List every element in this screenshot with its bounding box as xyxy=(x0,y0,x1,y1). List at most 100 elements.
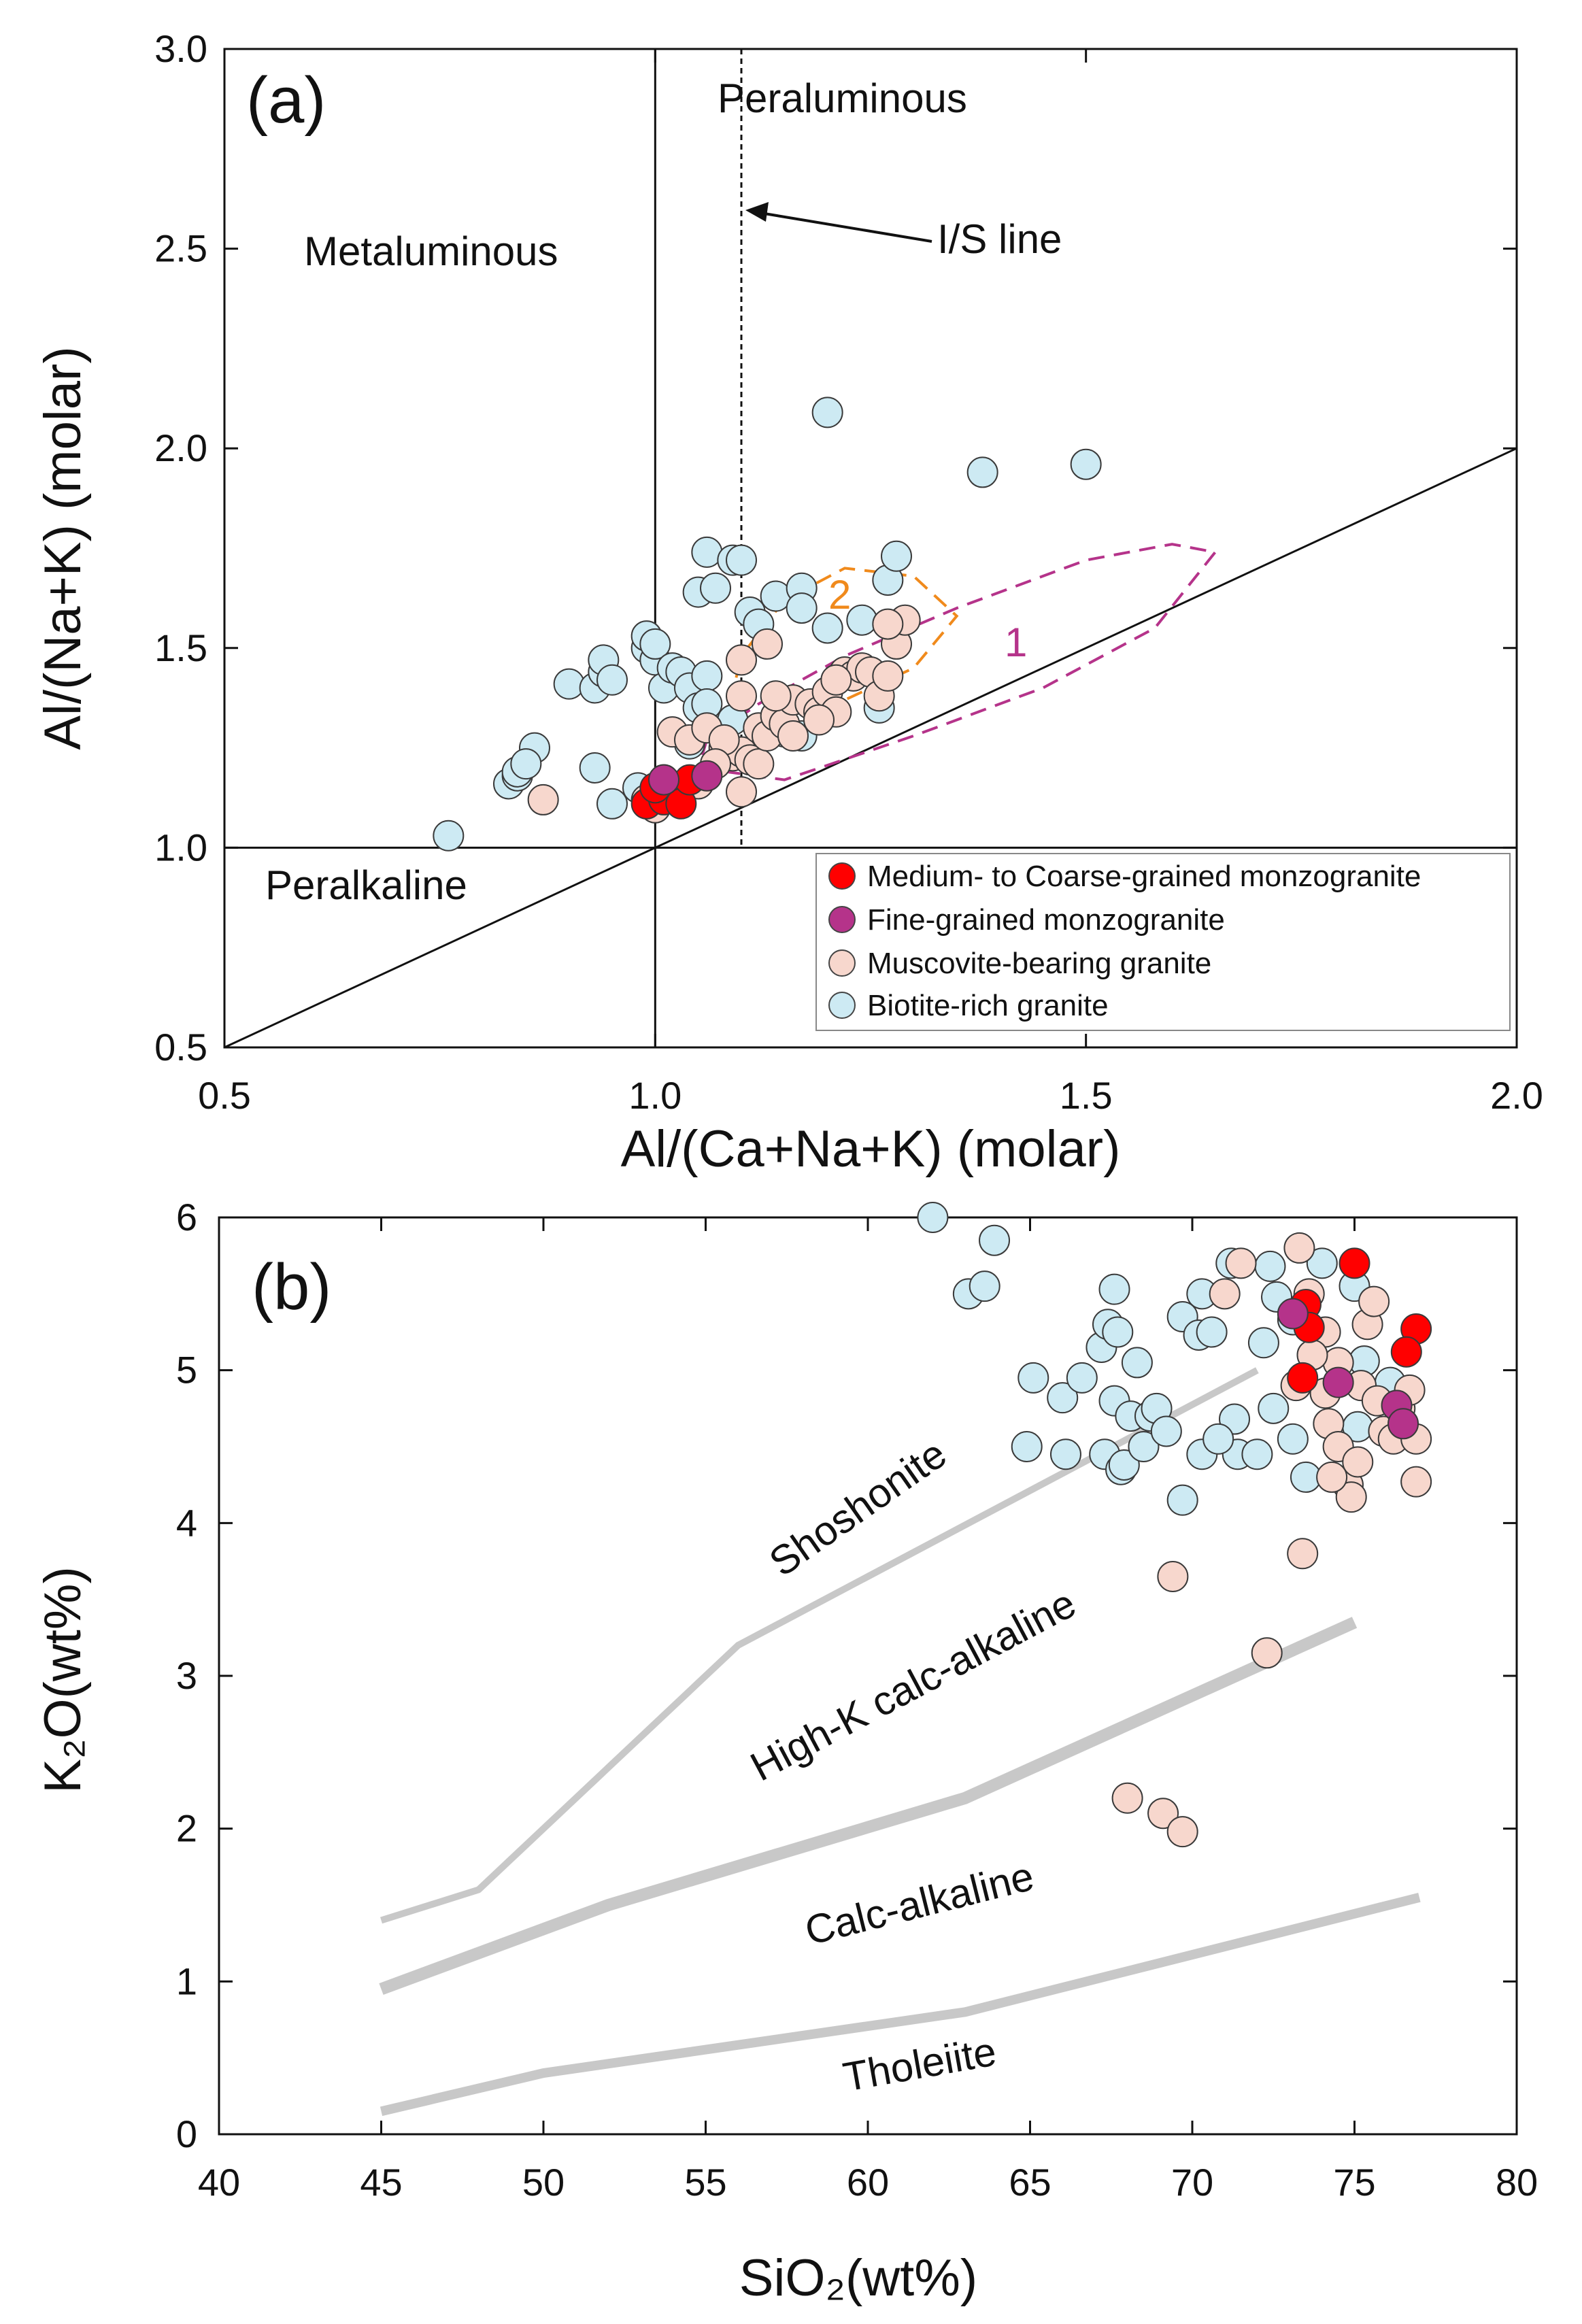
boundary-calc-thol xyxy=(380,1893,1421,2117)
panel-a-point-muscovite xyxy=(777,720,809,752)
panel-b-point-muscovite xyxy=(1209,1278,1241,1310)
panel-b-point-biotite xyxy=(1241,1438,1273,1470)
panel-b-point-biotite xyxy=(969,1270,1000,1302)
panel-b-point-biotite xyxy=(1011,1431,1043,1462)
region-label-peraluminous: Peraluminous xyxy=(718,75,967,121)
boundary-highk-calc xyxy=(379,1617,1358,1995)
panel-b-x-tick-label: 80 xyxy=(1496,2161,1538,2204)
panel-b-point-monzo-coarse xyxy=(1390,1336,1422,1368)
panel-b-point-biotite xyxy=(1306,1247,1338,1279)
panel-a-x-tick-label: 1.5 xyxy=(1060,1074,1113,1117)
field-label-2: 2 xyxy=(828,572,851,618)
panel-a-point-muscovite xyxy=(803,704,835,736)
panel-a-point-muscovite xyxy=(760,680,792,712)
panel-b-point-biotite xyxy=(917,1202,949,1233)
region-label-metaluminous: Metaluminous xyxy=(304,229,558,274)
field-label-1: 1 xyxy=(1005,620,1027,665)
panel-b-y-tick-label: 6 xyxy=(176,1196,197,1239)
panel-b-point-biotite xyxy=(1277,1423,1309,1455)
panel-b-y-axis-label: K₂O(wt%) xyxy=(34,1566,92,1793)
panel-b-point-biotite xyxy=(1108,1449,1140,1481)
panel-b-y-tick-label: 3 xyxy=(176,1654,197,1697)
panel-a-point-muscovite xyxy=(726,680,757,712)
panel-a-ticks: 0.5 1.0 1.5 2.0 0.5 1.0 1.5 2.0 2.5 3.0 xyxy=(154,27,1543,1117)
panel-b-point-biotite xyxy=(1102,1316,1134,1348)
panel-b-point-muscovite xyxy=(1157,1560,1189,1592)
panel-a-point-biotite xyxy=(1070,448,1102,480)
legend-label-muscovite: Muscovite-bearing granite xyxy=(867,947,1211,980)
legend-marker-muscovite xyxy=(828,949,856,977)
panel-a-point-muscovite xyxy=(752,628,783,660)
panel-b-point-biotite xyxy=(1150,1415,1182,1447)
is-line-arrow xyxy=(756,211,932,243)
panel-b-x-tick-label: 55 xyxy=(684,2161,726,2204)
panel-a-point-biotite xyxy=(510,748,542,780)
boundary-shoshonite xyxy=(380,1367,1259,1924)
panel-a-y-tick-label: 3.0 xyxy=(154,27,207,70)
panel-b-x-tick-label: 45 xyxy=(360,2161,402,2204)
panel-b-point-muscovite xyxy=(1316,1461,1348,1493)
panel-b-x-tick-label: 50 xyxy=(522,2161,565,2204)
panel-b-point-biotite xyxy=(1098,1273,1130,1305)
panel-b-point-monzo-fine xyxy=(1277,1298,1309,1330)
panel-a-point-muscovite xyxy=(726,776,757,808)
panel-b-x-tick-label: 40 xyxy=(198,2161,240,2204)
panel-a-points xyxy=(433,397,1102,852)
panel-a-point-biotite xyxy=(811,397,843,428)
panel-a-point-biotite xyxy=(596,788,628,820)
panel-a-y-tick-label: 1.0 xyxy=(154,826,207,869)
legend-marker-monzo-fine xyxy=(828,906,856,933)
panel-a-y-tick-label: 0.5 xyxy=(154,1026,207,1068)
panel-a-label: (a) xyxy=(246,64,326,137)
panel-a-fields xyxy=(696,543,1218,781)
panel-a-y-tick-label: 1.5 xyxy=(154,626,207,669)
panel-b-point-monzo-fine xyxy=(1387,1408,1419,1440)
one-to-one-line xyxy=(224,447,1517,1049)
panel-a-point-muscovite xyxy=(726,644,757,676)
panel-a-y-axis-label: Al/(Na+K) (molar) xyxy=(34,346,92,750)
panel-a-x-tick-label: 2.0 xyxy=(1490,1074,1543,1117)
panel-a-point-biotite xyxy=(811,612,843,644)
panel-b-x-axis-label: SiO₂(wt%) xyxy=(739,2249,977,2307)
panel-a-point-biotite xyxy=(786,592,818,624)
panel-b-point-biotite xyxy=(1066,1362,1098,1394)
field-2-outline xyxy=(722,567,959,762)
panel-a-point-muscovite xyxy=(872,660,904,692)
legend-label-monzo-coarse: Medium- to Coarse-grained monzogranite xyxy=(867,860,1421,893)
panel-b-point-biotite xyxy=(1202,1423,1234,1455)
panel-b-y-tick-label: 0 xyxy=(176,2112,197,2155)
panel-b-points xyxy=(917,1202,1432,1848)
panel-b-point-monzo-coarse xyxy=(1287,1362,1319,1394)
panel-b-point-muscovite xyxy=(1166,1816,1198,1848)
panel-a-point-biotite xyxy=(691,660,723,692)
panel-b-point-biotite xyxy=(1017,1362,1049,1394)
panel-a-point-monzo-fine xyxy=(648,764,679,796)
panel-a-point-biotite xyxy=(726,544,757,576)
panel-a-point-biotite xyxy=(700,572,731,604)
panel-a-point-biotite xyxy=(596,664,628,696)
legend-box xyxy=(815,853,1511,1031)
panel-a-point-muscovite xyxy=(743,748,775,780)
panel-a: 0.5 1.0 1.5 2.0 0.5 1.0 1.5 2.0 2.5 3.0 (a) Peral… xyxy=(34,27,1543,1178)
panel-b-point-biotite xyxy=(1166,1484,1198,1516)
panel-b-point-muscovite xyxy=(1225,1247,1257,1279)
panel-b-label: (b) xyxy=(252,1251,331,1324)
legend: Medium- to Coarse-grained monzogranite F… xyxy=(815,853,1511,1031)
panel-b-point-biotite xyxy=(1254,1250,1286,1282)
panel-a-point-biotite xyxy=(433,820,465,852)
panel-b-point-biotite xyxy=(1247,1327,1279,1359)
panel-b-x-tick-label: 75 xyxy=(1333,2161,1375,2204)
panel-b-point-muscovite xyxy=(1287,1538,1319,1570)
panel-b-x-tick-label: 65 xyxy=(1009,2161,1051,2204)
panel-b-point-muscovite xyxy=(1111,1782,1143,1814)
panel-a-point-biotite xyxy=(639,628,671,660)
panel-b-x-tick-label: 70 xyxy=(1171,2161,1213,2204)
panel-b-point-biotite xyxy=(1258,1392,1290,1424)
panel-a-x-tick-label: 0.5 xyxy=(198,1074,251,1117)
panel-a-x-axis-label: Al/(Ca+Na+K) (molar) xyxy=(621,1120,1121,1178)
panel-b-point-monzo-coarse xyxy=(1339,1247,1370,1279)
panel-b-point-muscovite xyxy=(1335,1481,1367,1513)
panel-a-point-muscovite xyxy=(820,664,852,696)
